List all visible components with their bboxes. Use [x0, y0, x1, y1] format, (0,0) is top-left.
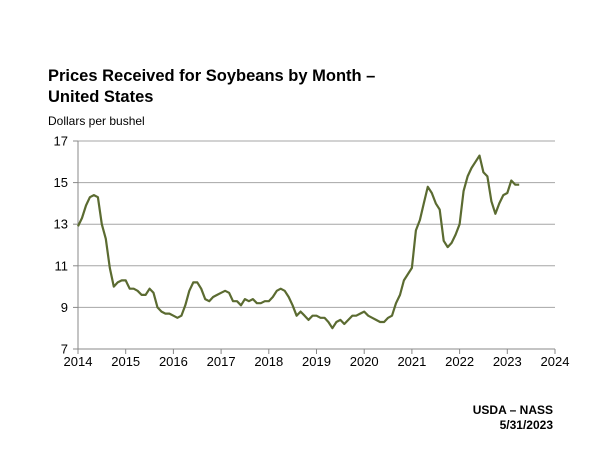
x-tick-label: 2017: [207, 354, 236, 369]
x-tick-label: 2023: [493, 354, 522, 369]
price-line: [77, 154, 520, 330]
x-tick-label: 2018: [254, 354, 283, 369]
x-tick-label: 2021: [397, 354, 426, 369]
y-axis-label: Dollars per bushel: [48, 114, 145, 128]
y-tick-label: 17: [54, 134, 68, 149]
x-tick-label: 2022: [445, 354, 474, 369]
source-label: USDA – NASS: [472, 403, 553, 417]
x-tick-label: 2014: [64, 354, 93, 369]
x-tick-label: 2015: [111, 354, 140, 369]
x-tick-label: 2024: [541, 354, 570, 369]
y-tick-label: 7: [61, 342, 68, 357]
x-tick-label: 2016: [159, 354, 188, 369]
chart-title: Prices Received for Soybeans by Month – U…: [48, 67, 376, 106]
y-tick-label: 13: [54, 217, 68, 232]
x-tick-label: 2020: [350, 354, 379, 369]
y-tick-label: 15: [54, 175, 68, 190]
y-tick-label: 11: [55, 258, 69, 273]
x-tick-label: 2019: [302, 354, 331, 369]
y-tick-label: 9: [61, 300, 68, 315]
date-label: 5/31/2023: [499, 418, 553, 432]
